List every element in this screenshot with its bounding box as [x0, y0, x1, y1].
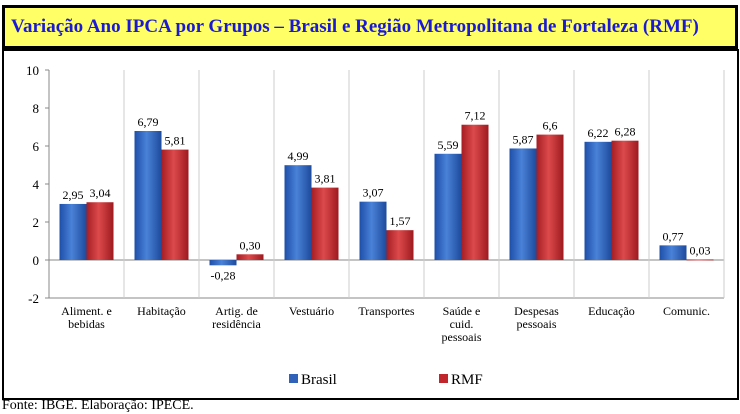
y-tick-label: 6 — [33, 139, 40, 154]
chart-title: Variação Ano IPCA por Grupos – Brasil e … — [11, 16, 699, 37]
data-label: 6,28 — [615, 125, 636, 139]
bar-rmf — [611, 140, 639, 260]
bar-brasil — [584, 141, 612, 260]
bar-rmf — [236, 254, 264, 260]
data-label: 6,79 — [138, 115, 159, 129]
x-tick-label: residência — [212, 317, 261, 331]
data-label: 5,81 — [165, 134, 186, 148]
data-label: 6,22 — [588, 126, 609, 140]
x-tick-label: Aliment. e — [61, 304, 112, 318]
bar-rmf — [311, 187, 339, 260]
bar-rmf — [86, 202, 114, 260]
x-tick-label: Educação — [588, 304, 635, 318]
x-tick-label: pessoais — [442, 330, 482, 344]
chart-container: 10 8 6 4 2 0 -2 2,95 3,04 Aliment. e bebidas 6,79 5,… — [2, 49, 739, 400]
data-label: 3,07 — [363, 186, 384, 200]
data-label: 5,87 — [513, 132, 534, 146]
bar-rmf — [386, 230, 414, 260]
legend-swatch-rmf — [439, 374, 448, 383]
bar-brasil — [134, 130, 162, 260]
x-tick-label: bebidas — [68, 317, 105, 331]
bar-brasil — [284, 165, 312, 260]
data-label: 3,81 — [315, 172, 336, 186]
x-tick-label: Transportes — [358, 304, 415, 318]
x-tick-label: Comunic. — [663, 304, 710, 318]
bar-brasil — [509, 148, 537, 260]
data-label: 6,6 — [543, 119, 558, 133]
data-label: 7,12 — [465, 109, 486, 123]
x-tick-label: Saúde e — [443, 304, 481, 318]
data-label: 0,77 — [663, 229, 684, 243]
data-label: -0,28 — [211, 268, 236, 282]
bar-rmf — [461, 124, 489, 260]
data-label: 3,04 — [90, 186, 111, 200]
y-tick-label: 10 — [26, 63, 39, 78]
data-label: 0,03 — [690, 243, 711, 257]
bar-brasil — [659, 245, 687, 260]
bar-brasil — [59, 203, 87, 260]
y-tick-label: -2 — [28, 291, 39, 306]
legend-label-rmf: RMF — [451, 372, 483, 388]
x-tick-label: Habitação — [137, 304, 186, 318]
x-tick-label: Artig. de — [215, 304, 258, 318]
legend-swatch-brasil — [289, 374, 298, 383]
bar-rmf — [686, 259, 714, 261]
data-label: 5,59 — [438, 138, 459, 152]
bar-rmf — [161, 149, 189, 260]
data-label: 0,30 — [240, 238, 261, 252]
bar-brasil — [209, 260, 237, 266]
bar-brasil — [359, 201, 387, 260]
bar-rmf — [536, 134, 564, 260]
x-tick-label: Despesas — [514, 304, 559, 318]
x-tick-label: cuid. — [450, 317, 474, 331]
y-tick-label: 2 — [33, 215, 40, 230]
legend-label-brasil: Brasil — [301, 372, 337, 388]
title-banner: Variação Ano IPCA por Grupos – Brasil e … — [2, 5, 738, 49]
y-tick-label: 4 — [33, 177, 40, 192]
y-tick-label: 8 — [33, 101, 40, 116]
y-tick-label: 0 — [33, 253, 40, 268]
x-tick-label: pessoais — [517, 317, 557, 331]
bar-brasil — [434, 153, 462, 260]
source-footer: Fonte: IBGE. Elaboração: IPECE. — [2, 398, 194, 413]
x-tick-label: Vestuário — [289, 304, 334, 318]
data-label: 4,99 — [288, 149, 309, 163]
data-label: 1,57 — [390, 214, 411, 228]
data-label: 2,95 — [63, 188, 84, 202]
